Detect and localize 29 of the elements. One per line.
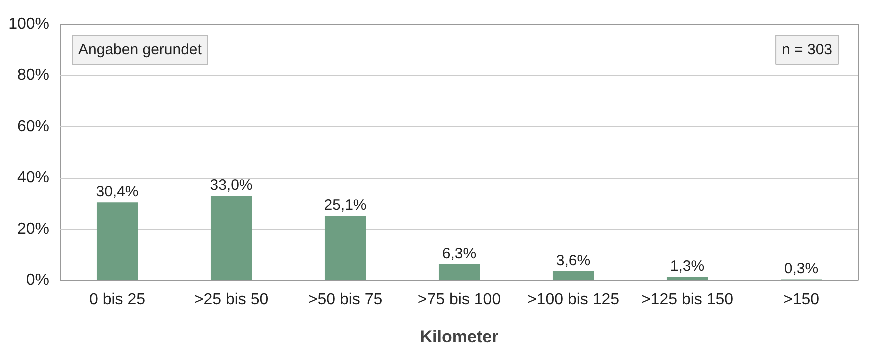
x-tick-label: >50 bis 75	[308, 292, 383, 308]
y-tick-label: 20%	[17, 220, 50, 238]
data-label: 33,0%	[210, 177, 253, 194]
y-tick-label: 80%	[17, 67, 50, 84]
bar	[324, 216, 366, 280]
x-tick-label: 0 bis 25	[89, 292, 146, 308]
x-axis-title: Kilometer	[420, 328, 500, 346]
data-label: 0,3%	[784, 260, 819, 278]
annotation: Angaben gerundet	[78, 42, 203, 58]
x-tick-label: >100 bis 125	[527, 292, 620, 308]
bar	[438, 264, 480, 280]
bar	[552, 271, 594, 280]
y-tick-label: 0%	[26, 272, 50, 289]
annotation: n = 303	[782, 42, 833, 58]
data-label: 30,4%	[96, 184, 139, 201]
data-label: 3,6%	[556, 252, 591, 270]
y-tick-label: 100%	[8, 16, 50, 33]
x-tick-label: >75 bis 100	[418, 292, 502, 308]
bar	[96, 202, 138, 280]
x-tick-label: >150	[783, 292, 820, 308]
bar	[210, 196, 252, 280]
y-tick-label: 60%	[17, 118, 50, 136]
data-label: 1,3%	[670, 258, 705, 276]
x-tick-label: >125 bis 150	[641, 292, 734, 308]
bar	[666, 277, 708, 280]
data-label: 25,1%	[324, 197, 367, 214]
y-tick-label: 40%	[17, 170, 50, 187]
data-label: 6,3%	[442, 245, 477, 262]
x-tick-label: >25 bis 50	[194, 292, 269, 308]
